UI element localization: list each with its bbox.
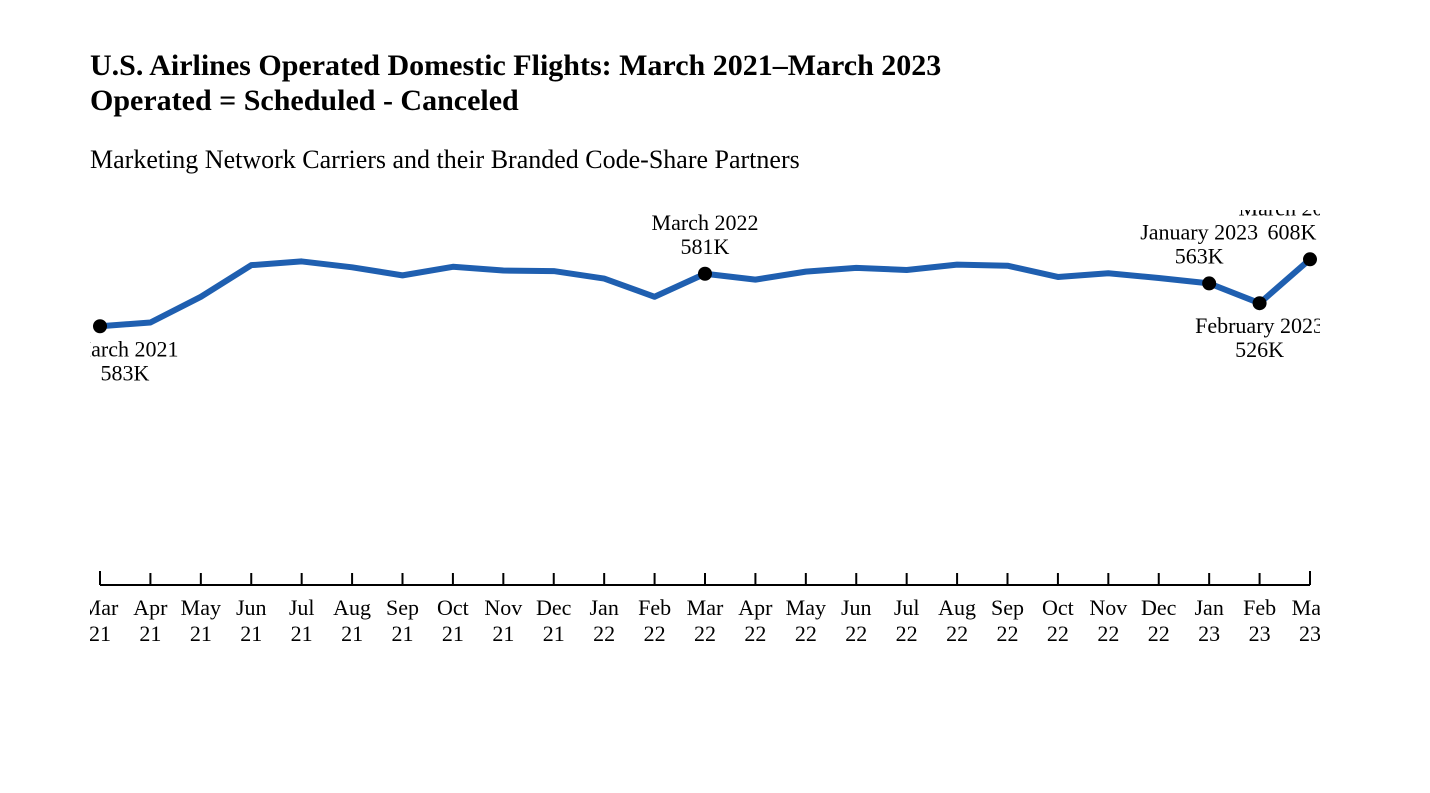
- x-tick-label-month: Jan: [590, 595, 619, 620]
- x-tick-label-month: Aug: [938, 595, 976, 620]
- x-tick-label-year: 23: [1198, 621, 1220, 646]
- x-tick-label-year: 22: [644, 621, 666, 646]
- annotation-value: 526K: [1235, 337, 1284, 362]
- x-tick-label-month: Dec: [1141, 595, 1177, 620]
- x-tick-label-year: 21: [341, 621, 363, 646]
- x-tick-label-year: 22: [744, 621, 766, 646]
- x-tick-label-month: Nov: [1089, 595, 1127, 620]
- x-tick-label-year: 22: [1097, 621, 1119, 646]
- x-tick-label-month: May: [181, 595, 221, 620]
- annotation-value: 563K: [1175, 243, 1224, 268]
- chart-subtitle: Marketing Network Carriers and their Bra…: [90, 145, 941, 175]
- chart-title-line1: U.S. Airlines Operated Domestic Flights:…: [90, 48, 941, 83]
- x-tick-label-year: 21: [240, 621, 262, 646]
- x-tick-label-month: Apr: [133, 595, 168, 620]
- x-tick-label-year: 21: [492, 621, 514, 646]
- x-tick-label-year: 22: [694, 621, 716, 646]
- x-tick-label-month: Mar: [90, 595, 119, 620]
- x-tick-label-year: 22: [896, 621, 918, 646]
- annotation-value: 581K: [681, 234, 730, 259]
- x-tick-label-year: 21: [543, 621, 565, 646]
- x-tick-label-year: 22: [1148, 621, 1170, 646]
- chart-svg: Mar21Apr21May21Jun21Jul21Aug21Sep21Oct21…: [90, 210, 1320, 690]
- annotation-label: March 2021: [90, 336, 178, 361]
- data-marker: [1303, 252, 1317, 266]
- x-tick-label-month: Mar: [1292, 595, 1320, 620]
- x-tick-label-month: Jul: [289, 595, 315, 620]
- x-tick-label-month: Jan: [1195, 595, 1224, 620]
- annotation-value: 608K: [1268, 219, 1317, 244]
- x-tick-label-year: 22: [946, 621, 968, 646]
- title-block: U.S. Airlines Operated Domestic Flights:…: [90, 48, 941, 175]
- x-tick-label-month: Dec: [536, 595, 572, 620]
- x-tick-label-month: Feb: [1243, 595, 1276, 620]
- x-tick-label-month: Jul: [894, 595, 920, 620]
- x-tick-label-month: Aug: [333, 595, 371, 620]
- annotation-label: March 2022: [652, 210, 759, 235]
- x-tick-label-month: Jun: [841, 595, 872, 620]
- x-tick-label-year: 21: [90, 621, 111, 646]
- x-tick-label-year: 22: [997, 621, 1019, 646]
- x-tick-label-month: Apr: [738, 595, 773, 620]
- x-tick-label-month: Oct: [437, 595, 469, 620]
- data-marker: [93, 319, 107, 333]
- x-tick-label-year: 23: [1299, 621, 1320, 646]
- x-tick-label-month: May: [786, 595, 826, 620]
- page: U.S. Airlines Operated Domestic Flights:…: [0, 0, 1430, 793]
- data-marker: [1253, 296, 1267, 310]
- chart-title-line2: Operated = Scheduled - Canceled: [90, 83, 941, 118]
- annotation-value: 583K: [101, 360, 150, 385]
- line-chart: Mar21Apr21May21Jun21Jul21Aug21Sep21Oct21…: [90, 210, 1320, 690]
- x-tick-label-month: Jun: [236, 595, 267, 620]
- x-tick-label-year: 22: [845, 621, 867, 646]
- annotation-label: February 2023: [1195, 313, 1320, 338]
- x-tick-label-month: Sep: [386, 595, 419, 620]
- x-tick-label-year: 23: [1249, 621, 1271, 646]
- x-tick-label-year: 22: [593, 621, 615, 646]
- x-tick-label-month: Nov: [484, 595, 522, 620]
- x-tick-label-month: Oct: [1042, 595, 1074, 620]
- x-tick-label-year: 21: [291, 621, 313, 646]
- x-tick-label-year: 22: [795, 621, 817, 646]
- data-marker: [1202, 276, 1216, 290]
- annotation-label: January 2023: [1140, 219, 1258, 244]
- x-tick-label-year: 21: [442, 621, 464, 646]
- x-tick-label-year: 22: [1047, 621, 1069, 646]
- x-tick-label-month: Feb: [638, 595, 671, 620]
- x-tick-label-month: Mar: [687, 595, 724, 620]
- data-marker: [698, 267, 712, 281]
- x-tick-label-year: 21: [190, 621, 212, 646]
- x-tick-label-year: 21: [392, 621, 414, 646]
- x-tick-label-month: Sep: [991, 595, 1024, 620]
- x-tick-label-year: 21: [139, 621, 161, 646]
